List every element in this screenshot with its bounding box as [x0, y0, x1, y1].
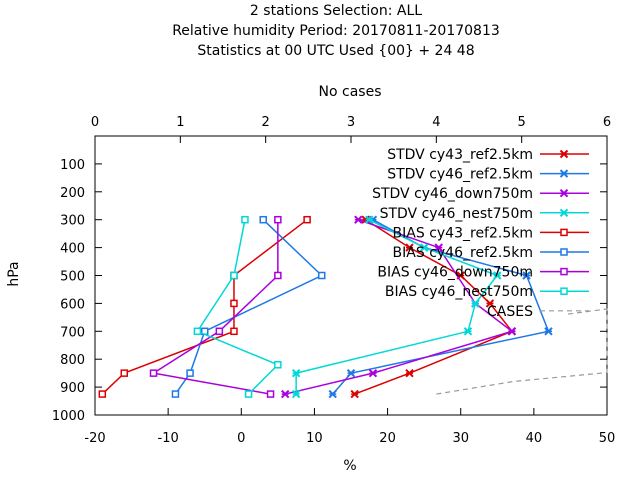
series-bias-cy46-down750m [151, 219, 279, 395]
series-stdv-cy46-down750m [284, 218, 514, 395]
legend-label: STDV cy46_nest750m [380, 206, 533, 222]
data-point [471, 299, 480, 308]
data-point [241, 215, 249, 224]
x-tick-label: 30 [452, 431, 469, 446]
data-point [98, 390, 107, 398]
data-point [291, 368, 301, 378]
y-tick-label: 300 [60, 214, 85, 229]
y-tick-label: 500 [60, 270, 85, 285]
data-point [186, 369, 194, 377]
series-line [436, 308, 608, 395]
data-point [434, 243, 443, 252]
data-point [120, 369, 129, 377]
data-point [230, 299, 238, 308]
data-point [544, 327, 553, 336]
legend-label: BIAS cy43_ref2.5km [393, 225, 533, 241]
data-point [259, 215, 267, 224]
legend-marker [559, 169, 569, 178]
legend-marker [559, 188, 569, 198]
y-tick-label: 200 [60, 186, 85, 201]
data-point [493, 271, 502, 280]
top-tick-label: 3 [347, 115, 355, 130]
x-tick-label: -20 [84, 431, 105, 446]
data-point [405, 368, 414, 378]
y-tick-label: 100 [60, 158, 85, 173]
y-tick-label: 800 [60, 353, 85, 368]
data-point [291, 389, 301, 399]
title-line-2: Relative humidity Period: 20170811-20170… [172, 23, 500, 39]
data-point [266, 390, 275, 398]
data-point [405, 243, 414, 252]
data-point [193, 327, 202, 336]
data-point [368, 368, 378, 378]
legend-label: STDV cy43_ref2.5km [387, 147, 533, 163]
data-point [230, 271, 238, 280]
legend-label: BIAS cy46_down750m [377, 265, 533, 281]
y-tick-label: 400 [60, 242, 85, 257]
top-tick-label: 5 [518, 115, 526, 130]
data-point [317, 271, 326, 280]
data-point [280, 389, 290, 399]
legend-label: STDV cy46_down750m [372, 186, 533, 202]
legend-marker [560, 267, 568, 276]
data-point [365, 215, 374, 224]
series-cases [436, 308, 608, 395]
top-tick-label: 2 [262, 115, 270, 130]
title-line-3: Statistics at 00 UTC Used {00} + 24 48 [197, 43, 474, 59]
y-tick-label: 900 [60, 381, 85, 396]
legend-label: CASES [487, 304, 533, 320]
legend-marker [560, 228, 568, 237]
data-point [419, 243, 429, 252]
y-tick-label: 700 [60, 325, 85, 340]
legend-label: STDV cy46_ref2.5km [387, 167, 533, 183]
series-line [151, 219, 279, 395]
x-tick-label: 40 [526, 431, 543, 446]
data-point [346, 368, 356, 378]
data-point [215, 327, 224, 336]
top-axis-label: No cases [319, 84, 382, 100]
x-tick-label: 50 [599, 431, 616, 446]
data-point [354, 215, 363, 224]
series-line [174, 219, 324, 395]
legend-marker [560, 287, 568, 295]
x-tick-label: -10 [158, 431, 179, 446]
top-tick-label: 0 [91, 115, 99, 130]
legend-label: BIAS cy46_ref2.5km [393, 245, 533, 261]
legend-label: BIAS cy46_nest750m [385, 284, 533, 300]
series-bias-cy46-ref2-5km [174, 219, 324, 395]
x-tick-label: 10 [306, 431, 323, 446]
x-tick-label: 0 [237, 431, 245, 446]
data-point [149, 369, 158, 377]
data-point [350, 389, 359, 399]
legend-marker [559, 149, 569, 159]
data-point [485, 299, 495, 308]
y-tick-label: 1000 [52, 409, 85, 424]
data-point [328, 389, 337, 399]
series-line [284, 218, 514, 395]
data-point [274, 271, 282, 280]
data-point [230, 327, 238, 336]
y-tick-label: 600 [60, 297, 85, 312]
plot-area: -20 -10 0 10 20 30 40 500 1 2 3 4 5 61002003004005006… [52, 115, 615, 446]
y-axis-label: hPa [6, 261, 22, 286]
legend-marker [559, 208, 569, 218]
data-point [274, 215, 282, 224]
data-point [507, 327, 517, 336]
bottom-axis-label: % [343, 458, 356, 474]
legend-marker [560, 248, 568, 256]
top-tick-label: 6 [603, 115, 611, 130]
data-point [463, 327, 473, 336]
data-point [171, 390, 180, 398]
top-tick-label: 4 [432, 115, 440, 130]
data-point [522, 271, 531, 280]
title-line-1: 2 stations Selection: ALL [250, 3, 422, 19]
data-point [274, 361, 282, 369]
data-point [303, 215, 311, 224]
data-point [244, 390, 253, 398]
top-tick-label: 1 [176, 115, 184, 130]
x-tick-label: 20 [379, 431, 396, 446]
